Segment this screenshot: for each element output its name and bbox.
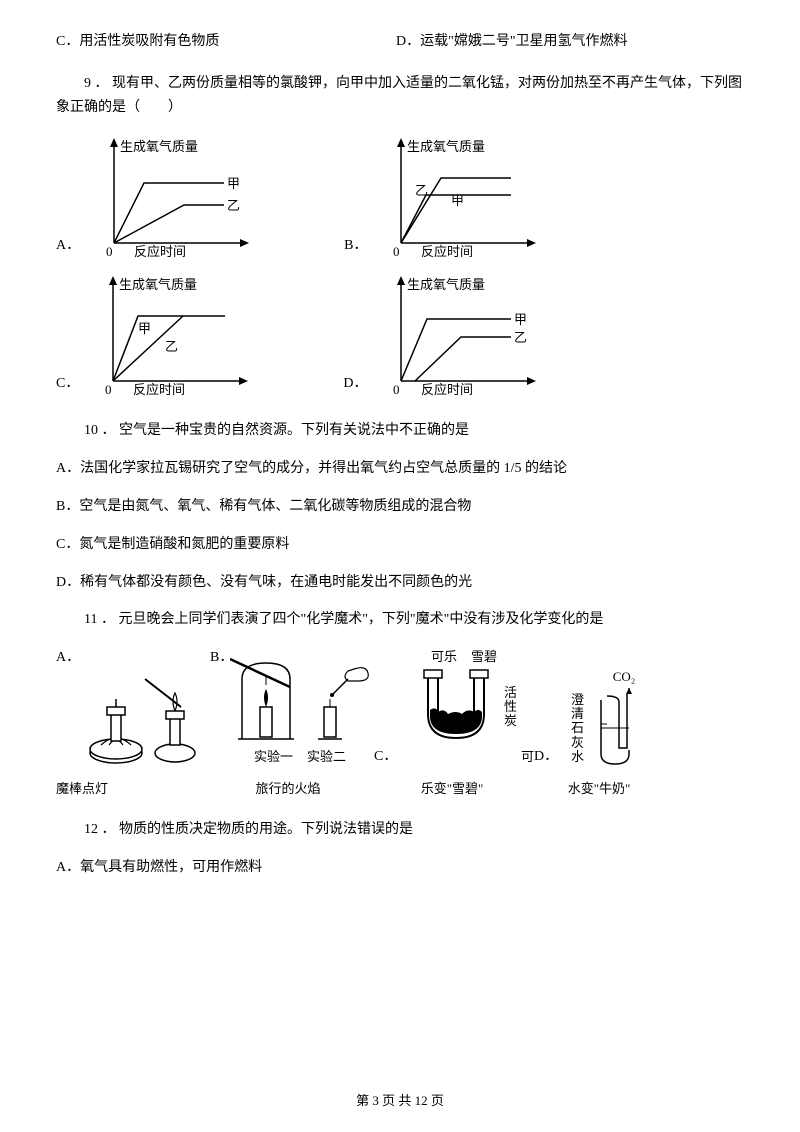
- q9-chart-b: B． 乙 甲 生成氧气质量 0 反应时间: [344, 133, 541, 263]
- page-footer: 第 3 页 共 12 页: [0, 1090, 800, 1112]
- q9-d-yi: 乙: [514, 330, 527, 345]
- q11-c-caption-pre: 可: [521, 746, 534, 768]
- q11-b-cap2: 实验二: [307, 746, 346, 768]
- q9-c-label: C．: [56, 372, 79, 402]
- q10-c: C．氮气是制造硝酸和氮肥的重要原料: [56, 533, 744, 557]
- q9-chart-b-svg: 乙 甲 生成氧气质量 0 反应时间: [371, 133, 541, 263]
- q9-d-label: D．: [343, 372, 367, 402]
- q10-b: B．空气是由氮气、氧气、稀有气体、二氧化碳等物质组成的混合物: [56, 495, 744, 519]
- q9-chart-d: D． 甲 乙 生成氧气质量 0 反应时间: [343, 271, 541, 401]
- q9-chart-c: C． 甲 乙 生成氧气质量 0 反应时间: [56, 271, 253, 401]
- q9-b-xlabel: 反应时间: [421, 244, 473, 259]
- q9-chart-c-svg: 甲 乙 生成氧气质量 0 反应时间: [83, 271, 253, 401]
- q12-a: A．氧气具有助燃性，可用作燃料: [56, 856, 744, 880]
- q9-a-xlabel: 反应时间: [134, 244, 186, 259]
- svg-text:0: 0: [393, 382, 400, 397]
- q11-d-caption: 水变"牛奶": [534, 778, 664, 800]
- q8-options-cd: C．用活性炭吸附有色物质 D．运载"嫦娥二号"卫星用氢气作燃料: [56, 30, 744, 54]
- q9-b-label: B．: [344, 234, 367, 264]
- q9-stem: 9 ． 现有甲、乙两份质量相等的氯酸钾，向甲中加入适量的二氧化锰，对两份加热至不…: [56, 72, 744, 120]
- q9-d-xlabel: 反应时间: [421, 382, 473, 397]
- q8-option-c: C．用活性炭吸附有色物质: [56, 30, 396, 54]
- q9-charts-row-2: C． 甲 乙 生成氧气质量 0 反应时间 D． 甲 乙: [56, 271, 744, 401]
- q9-d-ylabel: 生成氧气质量: [407, 277, 485, 292]
- q11-a-label: A．: [56, 646, 76, 670]
- q11-b-caption: 旅行的火焰: [206, 778, 370, 800]
- q11-d-text: 澄清石灰水: [571, 693, 587, 764]
- q9-chart-a-svg: 甲 乙 生成氧气质量 0 反应时间: [84, 133, 254, 263]
- q11-figures-row: A． B．: [56, 646, 744, 768]
- svg-text:0: 0: [105, 382, 112, 397]
- q9-a-ylabel: 生成氧气质量: [120, 139, 198, 154]
- svg-text:0: 0: [106, 244, 113, 259]
- q11-b-figure: 实验一 实验二: [230, 651, 370, 768]
- q10-d: D．稀有气体都没有颜色、没有气味，在通电时能发出不同颜色的光: [56, 571, 744, 595]
- q9-a-yi: 乙: [227, 198, 240, 213]
- q9-charts-row-1: A． 甲 乙 生成氧气质量 0 反应时间 B． 乙: [56, 133, 744, 263]
- q11-c-utube-icon: [408, 668, 504, 746]
- q9-b-jia: 甲: [451, 193, 464, 208]
- q9-c-jia: 甲: [138, 321, 151, 336]
- q8-option-d: D．运载"嫦娥二号"卫星用氢气作燃料: [396, 30, 628, 54]
- q9-c-xlabel: 反应时间: [133, 382, 185, 397]
- svg-text:0: 0: [393, 244, 400, 259]
- q11-d-label: D．: [534, 745, 554, 769]
- q9-chart-a: A． 甲 乙 生成氧气质量 0 反应时间: [56, 133, 254, 263]
- q11-b-candle-icon: [230, 651, 370, 746]
- q11-c-figure: 可乐 雪碧 活性炭 可: [394, 646, 534, 768]
- q11-a-lamp-icon: [81, 673, 201, 768]
- q9-d-jia: 甲: [514, 312, 527, 327]
- q9-a-jia: 甲: [227, 176, 240, 191]
- q11-c-label: C．: [374, 745, 394, 769]
- q11-a-figure: [76, 673, 206, 768]
- q11-b-label: B．: [210, 646, 230, 670]
- q11-c-caption: 乐变"雪碧": [370, 778, 534, 800]
- q10-stem: 10 ． 空气是一种宝贵的自然资源。下列有关说法中不正确的是: [56, 419, 744, 443]
- q9-c-ylabel: 生成氧气质量: [119, 277, 197, 292]
- q11-b-cap1: 实验一: [254, 746, 293, 768]
- q12-stem: 12 ． 物质的性质决定物质的用途。下列说法错误的是: [56, 818, 744, 842]
- q9-a-label: A．: [56, 234, 80, 264]
- q9-chart-d-svg: 甲 乙 生成氧气质量 0 反应时间: [371, 271, 541, 401]
- q11-stem: 11 ． 元旦晚会上同学们表演了四个"化学魔术"，下列"魔术"中没有涉及化学变化…: [56, 608, 744, 632]
- q11-a-caption: 魔棒点灯: [56, 778, 206, 800]
- q11-d-tube-icon: [587, 688, 647, 768]
- q11-c-xuebi: 雪碧: [471, 646, 497, 668]
- q11-c-huoxing: 活性炭: [504, 686, 520, 729]
- q11-c-kele: 可乐: [431, 646, 457, 668]
- q11-d-figure: CO₂ 澄清石灰水: [554, 666, 664, 768]
- q9-b-ylabel: 生成氧气质量: [407, 139, 485, 154]
- q10-a: A．法国化学家拉瓦锡研究了空气的成分，并得出氧气约占空气总质量的 1/5 的结论: [56, 457, 744, 481]
- q11-captions: 魔棒点灯 旅行的火焰 乐变"雪碧" 水变"牛奶": [56, 778, 744, 800]
- q11-d-co2: CO₂: [613, 666, 636, 688]
- q9-c-yi: 乙: [165, 339, 178, 354]
